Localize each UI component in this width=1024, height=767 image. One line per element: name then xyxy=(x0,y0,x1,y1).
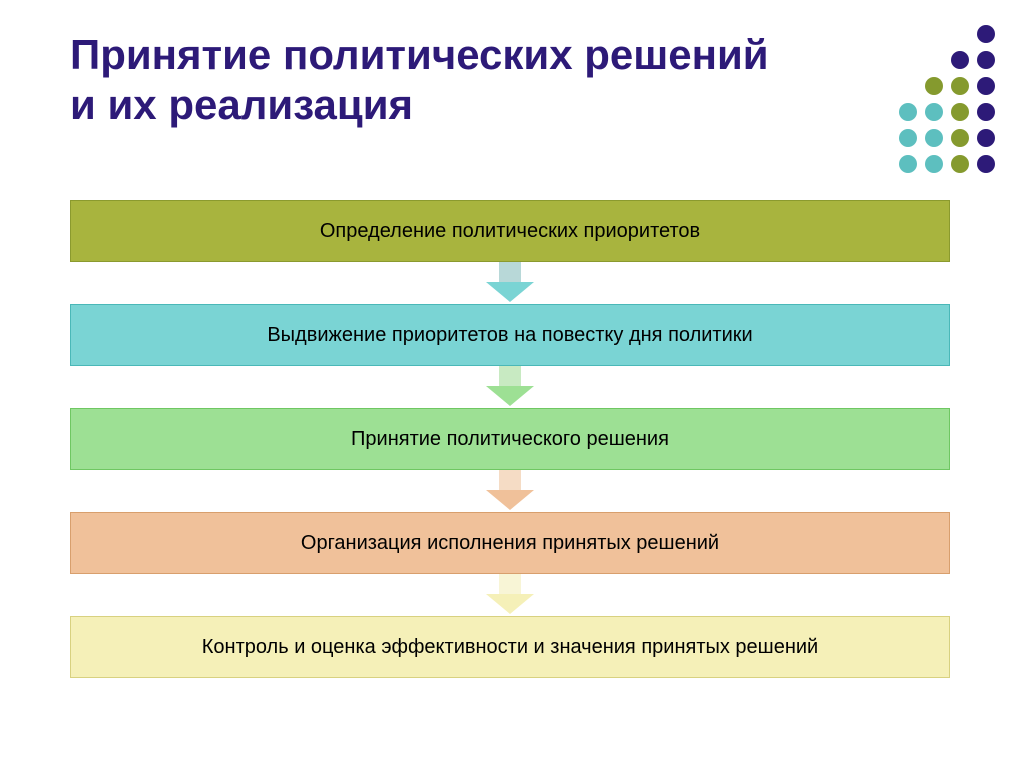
decorative-dot xyxy=(899,155,917,173)
decorative-dot xyxy=(977,103,995,121)
decorative-dot xyxy=(899,51,917,69)
decorative-dot xyxy=(899,129,917,147)
flow-arrow-down-icon xyxy=(486,470,534,512)
slide-title: Принятие политических решений и их реали… xyxy=(70,30,790,131)
flow-step: Определение политических приоритетов xyxy=(70,200,950,262)
flow-step-label: Организация исполнения принятых решений xyxy=(301,532,719,555)
decorative-dot xyxy=(951,77,969,95)
flow-step: Принятие политического решения xyxy=(70,408,950,470)
flow-step: Выдвижение приоритетов на повестку дня п… xyxy=(70,304,950,366)
decorative-dot xyxy=(899,103,917,121)
decorative-dot xyxy=(925,103,943,121)
flow-arrow-down-icon xyxy=(486,574,534,616)
flow-step: Организация исполнения принятых решений xyxy=(70,512,950,574)
decorative-dot xyxy=(977,51,995,69)
decorative-dot-grid xyxy=(899,25,999,177)
decorative-dot xyxy=(977,155,995,173)
decorative-dot xyxy=(925,51,943,69)
title-text: Принятие политических решений и их реали… xyxy=(70,31,769,128)
decorative-dot xyxy=(925,25,943,43)
decorative-dot xyxy=(925,77,943,95)
flow-step-label: Выдвижение приоритетов на повестку дня п… xyxy=(267,324,752,347)
decorative-dot xyxy=(977,77,995,95)
flow-step-label: Контроль и оценка эффективности и значен… xyxy=(202,636,818,659)
decorative-dot xyxy=(977,25,995,43)
decorative-dot xyxy=(951,103,969,121)
decorative-dot xyxy=(925,129,943,147)
decorative-dot xyxy=(951,25,969,43)
decorative-dot xyxy=(925,155,943,173)
decorative-dot xyxy=(951,51,969,69)
flow-arrow-down-icon xyxy=(486,366,534,408)
flow-arrow-down-icon xyxy=(486,262,534,304)
decorative-dot xyxy=(977,129,995,147)
flow-step-label: Принятие политического решения xyxy=(351,428,669,451)
decorative-dot xyxy=(951,129,969,147)
flowchart: Определение политических приоритетов Выдв… xyxy=(70,200,950,678)
decorative-dot xyxy=(951,155,969,173)
flow-step-label: Определение политических приоритетов xyxy=(320,220,700,243)
flow-step: Контроль и оценка эффективности и значен… xyxy=(70,616,950,678)
decorative-dot xyxy=(899,25,917,43)
decorative-dot xyxy=(899,77,917,95)
